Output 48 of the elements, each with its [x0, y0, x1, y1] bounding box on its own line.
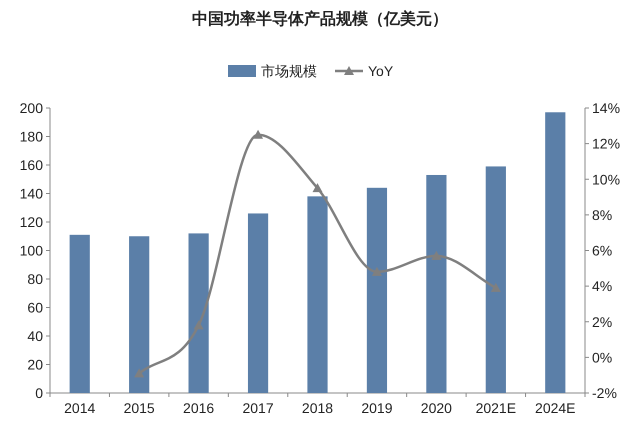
- point: [312, 183, 322, 192]
- bar: [426, 174, 446, 393]
- y-tick-label: 100: [20, 242, 44, 258]
- point: [431, 250, 442, 260]
- y2-tick-label: 2%: [592, 314, 612, 330]
- y2-tick-label: 10%: [592, 171, 620, 188]
- bar: [188, 233, 209, 393]
- x-tick-label: 2018: [302, 400, 334, 416]
- y-tick-label: 20: [27, 356, 44, 372]
- point: [372, 266, 382, 276]
- bar: [366, 188, 388, 393]
- point: [134, 368, 144, 378]
- x-tick-label: 2019: [361, 400, 393, 416]
- y2-tick-label: -2%: [592, 385, 617, 401]
- x-tick-label: 2015: [124, 400, 155, 416]
- y-tick-label: 140: [20, 186, 44, 202]
- chart-title: 中国功率半导体产品规模（亿美元）: [192, 9, 448, 28]
- x-tick-label: 2017: [242, 400, 274, 416]
- x-tick-label: 2021E: [476, 400, 516, 416]
- bar: [70, 234, 90, 393]
- bar: [248, 213, 268, 393]
- y2-tick-label: 12%: [592, 136, 620, 152]
- bar: [486, 166, 506, 393]
- legend-label: 市场规模: [261, 63, 317, 79]
- y-tick-label: 160: [20, 157, 44, 173]
- y2-tick-label: 6%: [592, 242, 612, 258]
- bar: [545, 112, 566, 393]
- y2-tick-label: 0%: [592, 349, 612, 366]
- bar: [307, 196, 328, 393]
- y-tick-label: 180: [20, 128, 44, 144]
- point: [253, 130, 264, 139]
- y2-tick-label: 8%: [592, 206, 612, 223]
- y-tick-label: 80: [27, 271, 44, 287]
- y-tick-label: 60: [27, 300, 44, 316]
- x-tick-label: 2020: [420, 400, 452, 416]
- x-tick-label: 2014: [64, 400, 96, 416]
- y-tick-label: 40: [27, 328, 44, 344]
- point: [490, 282, 501, 292]
- legend-label: YoY: [368, 63, 394, 79]
- bar: [129, 236, 150, 393]
- y-tick-label: 200: [20, 100, 44, 116]
- y-tick-label: 120: [20, 214, 44, 230]
- y-tick-label: 0: [35, 385, 44, 401]
- y2-tick-label: 14%: [592, 100, 620, 116]
- point: [194, 320, 204, 330]
- x-tick-label: 2016: [183, 400, 214, 416]
- x-tick-label: 2024E: [535, 400, 576, 416]
- y2-tick-label: 4%: [592, 278, 612, 294]
